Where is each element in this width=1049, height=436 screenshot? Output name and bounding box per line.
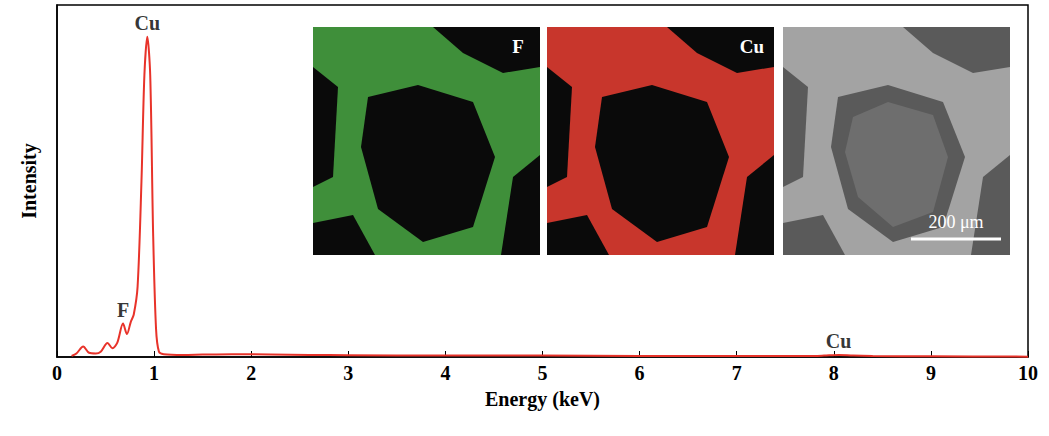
svg-text:8: 8	[829, 362, 839, 384]
svg-text:7: 7	[732, 362, 742, 384]
svg-text:Cu: Cu	[826, 330, 852, 352]
svg-text:5: 5	[538, 362, 548, 384]
svg-text:0: 0	[52, 362, 62, 384]
svg-text:1: 1	[149, 362, 159, 384]
svg-text:Energy (keV): Energy (keV)	[485, 388, 600, 411]
svg-text:6: 6	[635, 362, 645, 384]
svg-text:Cu: Cu	[135, 12, 161, 34]
svg-text:200 μm: 200 μm	[928, 212, 983, 232]
svg-text:F: F	[117, 299, 129, 321]
svg-text:2: 2	[246, 362, 256, 384]
svg-text:10: 10	[1018, 362, 1038, 384]
svg-text:F: F	[512, 36, 524, 57]
svg-text:4: 4	[440, 362, 450, 384]
svg-text:Intensity: Intensity	[18, 143, 41, 219]
svg-text:Cu: Cu	[740, 36, 765, 57]
svg-text:9: 9	[926, 362, 936, 384]
svg-text:3: 3	[343, 362, 353, 384]
